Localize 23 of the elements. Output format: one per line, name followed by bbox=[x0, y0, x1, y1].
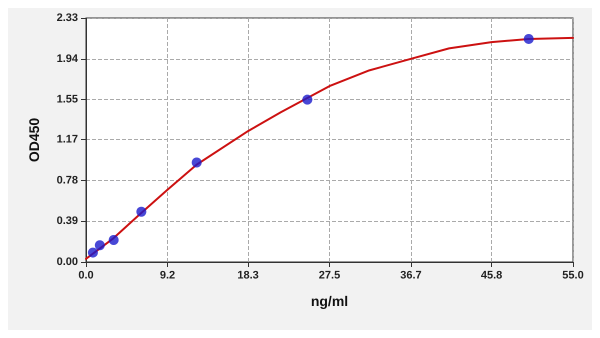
point bbox=[524, 34, 534, 44]
x-tick-label: 9.2 bbox=[160, 270, 176, 282]
y-tick-label: 0.00 bbox=[56, 256, 78, 268]
y-tick-label: 1.55 bbox=[56, 94, 78, 106]
x-tick-label: 27.5 bbox=[318, 270, 340, 282]
y-tick-label: 1.17 bbox=[56, 133, 78, 146]
y-tick-label: 2.33 bbox=[56, 12, 78, 24]
y-tick-label: 0.78 bbox=[56, 174, 78, 186]
point bbox=[302, 94, 312, 105]
point bbox=[94, 240, 105, 250]
y-axis-title: OD450 bbox=[26, 118, 42, 162]
point bbox=[192, 158, 202, 168]
x-tick-label: 55.0 bbox=[562, 270, 584, 282]
point bbox=[136, 206, 146, 217]
point bbox=[108, 235, 119, 246]
x-tick-label: 18.3 bbox=[237, 270, 259, 282]
point bbox=[88, 248, 98, 258]
x-tick-label: 0.0 bbox=[78, 270, 94, 282]
x-tick-label: 45.8 bbox=[480, 270, 502, 282]
x-axis-title: ng/ml bbox=[310, 293, 348, 309]
x-tick-label: 36.7 bbox=[400, 270, 422, 282]
y-tick-label: 0.39 bbox=[56, 215, 78, 228]
y-tick-label: 1.94 bbox=[56, 52, 79, 65]
